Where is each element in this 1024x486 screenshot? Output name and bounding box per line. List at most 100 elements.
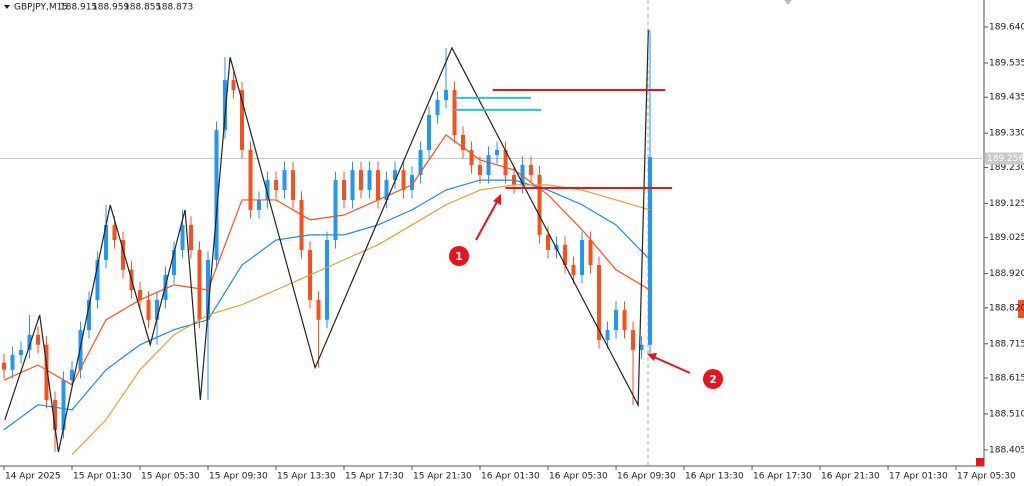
- candle-body: [95, 259, 100, 300]
- candle-body: [563, 244, 568, 266]
- overlay-line: [71, 184, 651, 456]
- y-tick-label: 189.435: [989, 93, 1024, 103]
- candle-body: [622, 309, 627, 331]
- candle-body: [78, 330, 83, 370]
- candle-body: [35, 334, 40, 345]
- y-tick-label: 189.330: [989, 129, 1024, 139]
- candle-body: [384, 180, 389, 200]
- y-tick-label: 189.025: [989, 233, 1024, 243]
- x-tick-label: 16 Apr 21:30: [821, 472, 880, 482]
- symbol-menu[interactable]: [4, 5, 10, 9]
- candle-body: [248, 149, 253, 210]
- x-tick-label: 16 Apr 05:30: [549, 472, 608, 482]
- candle-body: [231, 80, 236, 91]
- candle-body: [452, 90, 457, 135]
- candle-body: [648, 157, 653, 345]
- candle-body: [103, 224, 108, 260]
- candle-body: [265, 180, 270, 200]
- overlay-line: [4, 30, 649, 453]
- x-tick-label: 17 Apr 05:30: [957, 472, 1016, 482]
- y-tick-label: 189.230: [989, 163, 1024, 173]
- x-tick-label: 15 Apr 17:30: [345, 472, 404, 482]
- candle-body: [435, 99, 440, 116]
- y-tick-label: 188.405: [989, 445, 1024, 455]
- candle-body: [478, 165, 483, 175]
- candle-body: [350, 170, 355, 200]
- candle-body: [486, 155, 491, 175]
- candle-body: [367, 170, 372, 191]
- overlay-line: [3, 134, 651, 386]
- arrow-1: [475, 199, 499, 241]
- candle-body: [537, 174, 542, 235]
- candle-body: [214, 130, 219, 260]
- x-tick-label: 15 Apr 13:30: [277, 472, 336, 482]
- header-close: 188.873: [156, 3, 193, 13]
- x-tick-label: 16 Apr 13:30: [685, 472, 744, 482]
- candle-body: [10, 355, 15, 370]
- y-tick-label: 188.615: [989, 374, 1024, 384]
- candle-body: [316, 299, 321, 320]
- candle-body: [631, 330, 636, 350]
- badge-1: [449, 246, 469, 266]
- badge-1-label: 1: [455, 250, 463, 263]
- x-tick-label: 15 Apr 05:30: [141, 472, 200, 482]
- y-tick-label: 188.920: [989, 269, 1024, 279]
- candle-body: [172, 249, 177, 275]
- corner-button[interactable]: [976, 458, 984, 466]
- candle-body: [274, 180, 279, 191]
- candle-body: [461, 134, 466, 150]
- candle-body: [325, 240, 330, 320]
- candle-body: [571, 265, 576, 275]
- candle-body: [197, 249, 202, 320]
- y-tick-label: 189.125: [989, 199, 1024, 209]
- arrow-2: [653, 356, 691, 374]
- arrow-1-head: [493, 194, 501, 205]
- candle-body: [138, 290, 143, 300]
- candle-body: [155, 299, 160, 320]
- x-tick-label: 16 Apr 09:30: [617, 472, 676, 482]
- header-open: 188.915: [60, 3, 97, 13]
- y-tick-label: 189.535: [989, 59, 1024, 69]
- candle-body: [299, 199, 304, 250]
- candle-body: [580, 240, 585, 275]
- candle-body: [359, 170, 364, 191]
- candle-body: [639, 344, 644, 350]
- candle-body: [146, 299, 151, 320]
- badge-2: [703, 369, 723, 389]
- candle-body: [605, 330, 610, 340]
- current-price-box: [985, 152, 1023, 165]
- current-price-label: 189.256: [987, 154, 1024, 164]
- x-tick-label: 15 Apr 01:30: [73, 472, 132, 482]
- x-tick-label: 14 Apr 2025: [5, 472, 61, 482]
- plot: [0, 30, 984, 456]
- candle-body: [444, 90, 449, 100]
- candle-body: [52, 399, 57, 431]
- symbol: GBPJPY,M15: [14, 3, 68, 13]
- x-tick-label: 15 Apr 21:30: [413, 472, 472, 482]
- y-tick-label: 188.510: [989, 409, 1024, 419]
- candle-body: [223, 80, 228, 131]
- candle-body: [240, 90, 245, 150]
- candle-body: [376, 170, 381, 200]
- edge-marker: [1018, 300, 1024, 318]
- candle-body: [418, 149, 423, 175]
- x-tick-label: 16 Apr 17:30: [753, 472, 812, 482]
- candle-body: [291, 170, 296, 200]
- candle-body: [189, 224, 194, 250]
- candle-body: [393, 170, 398, 181]
- y-tick-label: 188.715: [989, 339, 1024, 349]
- candle-body: [86, 299, 91, 331]
- candle-body: [1, 362, 6, 370]
- candle-body: [410, 174, 415, 191]
- header-high: 188.959: [92, 3, 129, 13]
- candle-body: [401, 170, 406, 191]
- candle-body: [503, 149, 508, 175]
- candle-body: [27, 334, 32, 350]
- candle-body: [44, 344, 49, 400]
- x-tick-label: 15 Apr 09:30: [209, 472, 268, 482]
- candle-body: [69, 369, 74, 381]
- y-tick-label: 188.820: [989, 303, 1024, 313]
- candle-body: [495, 149, 500, 156]
